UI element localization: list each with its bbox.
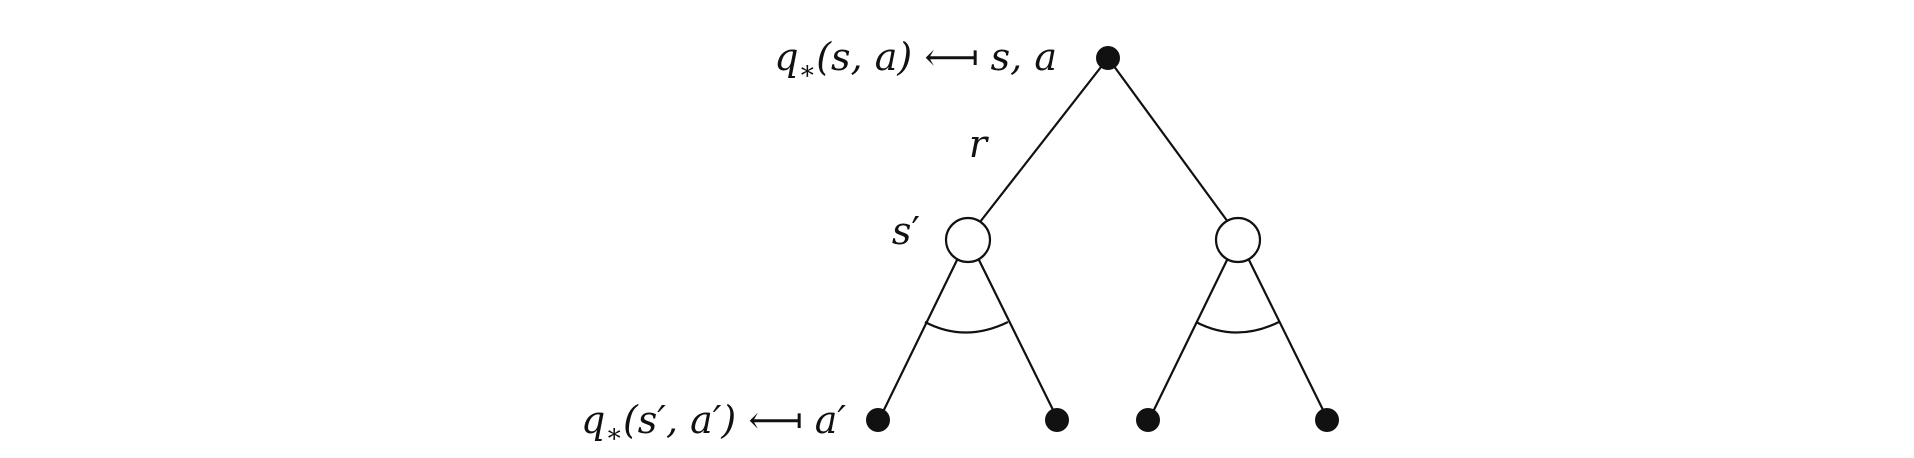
max-arc-right xyxy=(1195,321,1280,334)
root-action-node xyxy=(1096,46,1120,70)
top-label-rhs: s, a xyxy=(991,35,1057,79)
edge-root-left xyxy=(978,56,1110,224)
leaf-action-node-2 xyxy=(1045,408,1069,432)
edge-right-state-leaf-4 xyxy=(1246,256,1329,420)
edge-root-right xyxy=(1106,56,1230,224)
leaf-action-node-4 xyxy=(1315,408,1339,432)
leaf-action-node-3 xyxy=(1136,408,1160,432)
bottom-label-arrow: ⟻ xyxy=(748,398,802,442)
bottom-label-args: (s′, a′) xyxy=(623,398,736,442)
bottom-label-subscript: ∗ xyxy=(605,419,623,449)
leaf-action-node-1 xyxy=(866,408,890,432)
edge-right-state-leaf-3 xyxy=(1148,256,1230,420)
next-state-label-prime: ′ xyxy=(911,209,920,253)
max-arc-left xyxy=(924,321,1009,334)
bottom-label-rhs: a′ xyxy=(815,398,847,442)
top-label-q: q xyxy=(774,35,798,79)
next-state-label: s′ xyxy=(892,209,920,253)
next-state-node-right xyxy=(1214,216,1262,264)
top-label-arrow: ⟻ xyxy=(924,35,978,79)
next-state-label-base: s xyxy=(892,209,912,253)
edge-left-state-leaf-1 xyxy=(878,256,960,420)
reward-label: r xyxy=(969,122,990,166)
top-label: q∗(s, a) ⟻ s, a xyxy=(774,35,1057,86)
bottom-label-q: q xyxy=(581,398,605,442)
top-label-args: (s, a) xyxy=(816,35,912,79)
next-state-node-left xyxy=(944,216,992,264)
edge-left-state-leaf-2 xyxy=(976,256,1059,420)
bottom-label: q∗(s′, a′) ⟻ a′ xyxy=(581,398,846,449)
top-label-subscript: ∗ xyxy=(799,56,817,86)
